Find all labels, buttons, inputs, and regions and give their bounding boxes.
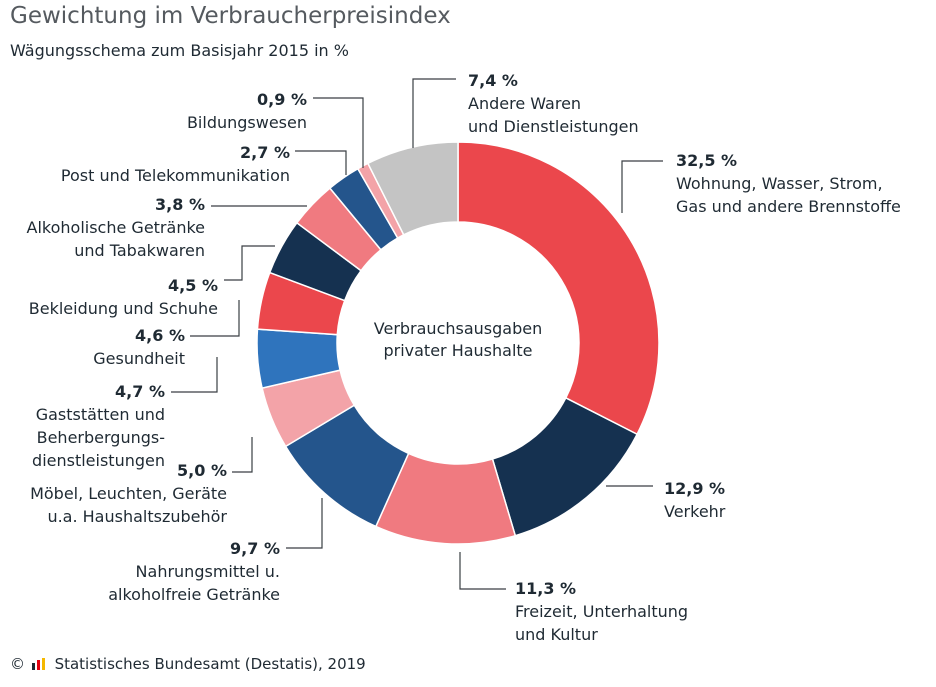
slice-label-12: 7,4 % Andere Waren und Dienstleistungen [468, 69, 639, 138]
slice-value-label: 9,7 % [230, 539, 280, 558]
slice-category-line: Bildungswesen [186, 113, 307, 132]
slice-category-label: Bildungswesen [187, 111, 307, 134]
slice-value-label: 11,3 % [515, 579, 577, 598]
slice-category-label: Andere Waren und Dienstleistungen [468, 92, 639, 138]
slice-value-label: 2,7 % [240, 143, 290, 162]
slice-category-line: u.a. Haushaltszubehör [47, 507, 227, 526]
slice-label-2: 12,9 % Verkehr [664, 477, 725, 523]
slice-value-label: 4,5 % [168, 276, 218, 295]
slice-label-4: 9,7 % Nahrungsmittel u. alkoholfreie Geträ… [108, 537, 280, 606]
slice-category-line: Gesundheit [93, 349, 185, 368]
slice-label-11: 0,9 % Bildungswesen [187, 88, 307, 134]
slice-value-label: 4,6 % [135, 326, 185, 345]
leader-line-12 [412, 78, 456, 148]
leader-line-4 [286, 498, 323, 549]
slice-category-line: Verkehr [664, 502, 726, 521]
slice-category-line: und Dienstleistungen [468, 117, 639, 136]
slice-category-label: Gaststätten und Beherbergungs-dienstleist… [32, 403, 165, 472]
slice-category-label: Bekleidung und Schuhe [29, 297, 218, 320]
source-text: Statistisches Bundesamt (Destatis), 2019 [54, 655, 366, 673]
slice-label-8: 4,5 % Bekleidung und Schuhe [29, 274, 218, 320]
leader-line-11 [313, 97, 364, 168]
slice-category-line: Wohnung, Wasser, Strom, [676, 174, 883, 193]
slice-label-9: 3,8 % Alkoholische Getränke und Tabakwaren [27, 193, 205, 262]
slice-category-line: Nahrungsmittel u. [135, 562, 280, 581]
slice-category-line: und Kultur [515, 625, 598, 644]
chart-title: Gewichtung im Verbraucherpreisindex [10, 3, 451, 29]
slice-category-line: Alkoholische Getränke [26, 218, 205, 237]
copyright-symbol: © [10, 655, 25, 673]
slice-value-label: 32,5 % [676, 151, 738, 170]
leader-lines [171, 78, 663, 590]
leader-line-5 [232, 437, 253, 473]
center-label-line-2: privater Haushalte [383, 341, 533, 360]
slice-category-line: Post und Telekommunikation [60, 166, 290, 185]
slice-category-line: dienstleistungen [32, 451, 165, 470]
donut-center-label: Verbrauchsausgaben privater Haushalte [338, 318, 578, 362]
slice-value-label: 5,0 % [177, 461, 227, 480]
donut-slice-1 [457, 141, 660, 436]
slice-category-line: Beherbergungs- [36, 428, 165, 447]
slice-category-line: und Tabakwaren [74, 241, 205, 260]
slice-category-line: Freizeit, Unterhaltung [515, 602, 689, 621]
slice-value-label: 0,9 % [257, 90, 307, 109]
slice-category-label: Gesundheit [93, 347, 185, 370]
source-footer: © Statistisches Bundesamt (Destatis), 20… [10, 655, 366, 673]
slice-category-line: Andere Waren [468, 94, 582, 113]
slice-category-label: Post und Telekommunikation [61, 164, 290, 187]
chart-subtitle: Wägungsschema zum Basisjahr 2015 in % [10, 41, 349, 60]
slice-label-5: 5,0 % Möbel, Leuchten, Geräte u.a. Haushal… [30, 459, 227, 528]
destatis-logo-icon [31, 658, 45, 670]
slice-label-3: 11,3 % Freizeit, Unterhaltung und Kultur [515, 577, 688, 646]
leader-line-7 [190, 300, 240, 337]
slice-category-line: alkoholfreie Getränke [108, 585, 280, 604]
slice-value-label: 7,4 % [468, 71, 518, 90]
donut-slice-12 [366, 141, 459, 236]
slice-label-1: 32,5 % Wohnung, Wasser, Strom, Gas und and… [676, 149, 901, 218]
slice-category-line: Möbel, Leuchten, Geräte [30, 484, 227, 503]
leader-line-10 [295, 150, 347, 175]
slice-value-label: 12,9 % [664, 479, 726, 498]
slice-category-label: Verkehr [664, 500, 725, 523]
leader-line-1 [621, 160, 663, 213]
center-label-line-1: Verbrauchsausgaben [373, 319, 543, 338]
slice-category-line: Gaststätten und [35, 405, 165, 424]
slice-label-7: 4,6 % Gesundheit [93, 324, 185, 370]
slice-value-label: 4,7 % [115, 382, 165, 401]
leader-line-3 [459, 552, 506, 590]
donut-slices [256, 141, 660, 545]
slice-label-6: 4,7 % Gaststätten und Beherbergungs-dienst… [32, 380, 165, 472]
slice-category-label: Alkoholische Getränke und Tabakwaren [27, 216, 205, 262]
slice-category-label: Möbel, Leuchten, Geräte u.a. Haushaltszub… [30, 482, 227, 528]
slice-label-10: 2,7 % Post und Telekommunikation [61, 141, 290, 187]
slice-category-label: Freizeit, Unterhaltung und Kultur [515, 600, 688, 646]
leader-line-8 [224, 245, 275, 281]
slice-category-label: Wohnung, Wasser, Strom, Gas und andere Br… [676, 172, 901, 218]
slice-category-line: Gas und andere Brennstoffe [676, 197, 901, 216]
leader-line-6 [171, 357, 218, 393]
slice-value-label: 3,8 % [155, 195, 205, 214]
slice-category-line: Bekleidung und Schuhe [28, 299, 218, 318]
slice-category-label: Nahrungsmittel u. alkoholfreie Getränke [108, 560, 280, 606]
